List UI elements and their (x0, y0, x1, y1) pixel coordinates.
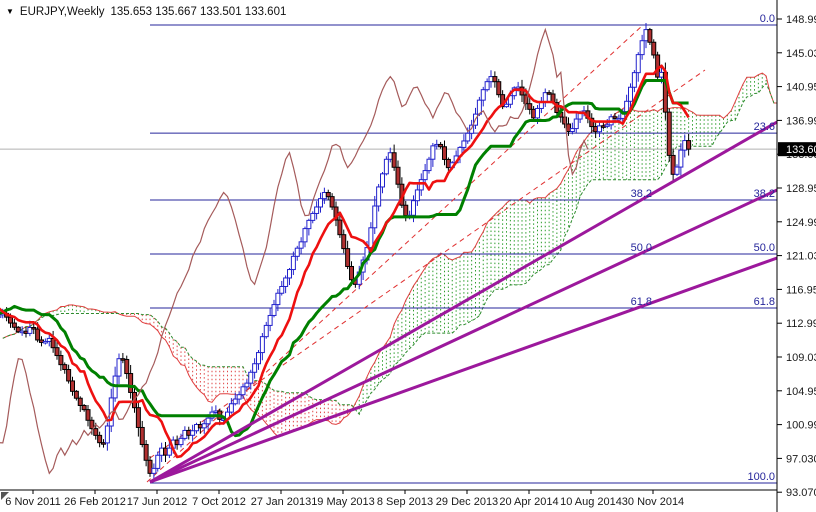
svg-text:145.030: 145.030 (786, 48, 816, 60)
svg-text:26 Feb 2012: 26 Feb 2012 (64, 496, 126, 508)
ichimoku-lines-layer (0, 27, 690, 475)
current-price-label: 133.601 (786, 144, 816, 156)
price-axis[interactable]: 148.990145.030140.950136.990133.030128.9… (777, 14, 816, 499)
svg-text:10 Aug 2014: 10 Aug 2014 (560, 496, 622, 508)
svg-text:136.990: 136.990 (786, 115, 816, 127)
svg-text:30 Nov 2014: 30 Nov 2014 (622, 496, 684, 508)
svg-text:112.990: 112.990 (786, 318, 816, 330)
ohlc-values: 135.653 135.667 133.501 133.601 (110, 6, 287, 18)
svg-text:61.8: 61.8 (754, 296, 775, 308)
svg-text:104.950: 104.950 (786, 386, 816, 398)
svg-text:50.0: 50.0 (754, 242, 775, 254)
time-axis[interactable]: 6 Nov 2011 26 Feb 2012 17 Jun 2012 7 Oct 20… (5, 490, 684, 508)
svg-text:116.950: 116.950 (786, 284, 816, 296)
svg-text:23.6: 23.6 (754, 121, 775, 133)
svg-text:97.030: 97.030 (786, 453, 816, 465)
svg-text:17 Jun 2012: 17 Jun 2012 (127, 496, 188, 508)
candles-layer (0, 22, 692, 479)
chart-title-bar: ▼ EURJPY,Weekly 135.653 135.667 133.501 … (6, 6, 286, 18)
svg-text:124.990: 124.990 (786, 217, 816, 229)
svg-text:38.2: 38.2 (631, 188, 652, 200)
symbol-dropdown-icon[interactable]: ▼ (6, 7, 14, 16)
symbol-period-label: EURJPY,Weekly (19, 6, 105, 18)
svg-text:61.8: 61.8 (631, 296, 652, 308)
fibonacci-labels: 0.0 23.6 38.2 38.2 50.0 50.0 61.8 61.8 100.0 (631, 13, 775, 483)
svg-text:29 Dec 2013: 29 Dec 2013 (436, 496, 498, 508)
svg-text:8 Sep 2013: 8 Sep 2013 (377, 496, 433, 508)
svg-text:6 Nov 2011: 6 Nov 2011 (5, 496, 60, 508)
svg-text:19 May 2013: 19 May 2013 (311, 496, 375, 508)
svg-text:93.070: 93.070 (786, 487, 816, 499)
svg-text:38.2: 38.2 (754, 188, 775, 200)
svg-text:128.950: 128.950 (786, 183, 816, 195)
svg-text:109.030: 109.030 (786, 352, 816, 364)
svg-text:121.030: 121.030 (786, 251, 816, 263)
svg-text:7 Oct 2012: 7 Oct 2012 (192, 496, 246, 508)
current-price-box: 133.601 (778, 142, 816, 157)
svg-text:27 Jan 2013: 27 Jan 2013 (251, 496, 312, 508)
svg-text:140.950: 140.950 (786, 82, 816, 94)
svg-text:0.0: 0.0 (760, 13, 775, 25)
svg-text:100.990: 100.990 (786, 420, 816, 432)
fan-trendlines[interactable] (149, 120, 777, 484)
svg-text:20 Apr 2014: 20 Apr 2014 (499, 496, 558, 508)
svg-text:50.0: 50.0 (631, 242, 652, 254)
svg-text:148.990: 148.990 (786, 14, 816, 26)
svg-text:100.0: 100.0 (747, 471, 775, 483)
